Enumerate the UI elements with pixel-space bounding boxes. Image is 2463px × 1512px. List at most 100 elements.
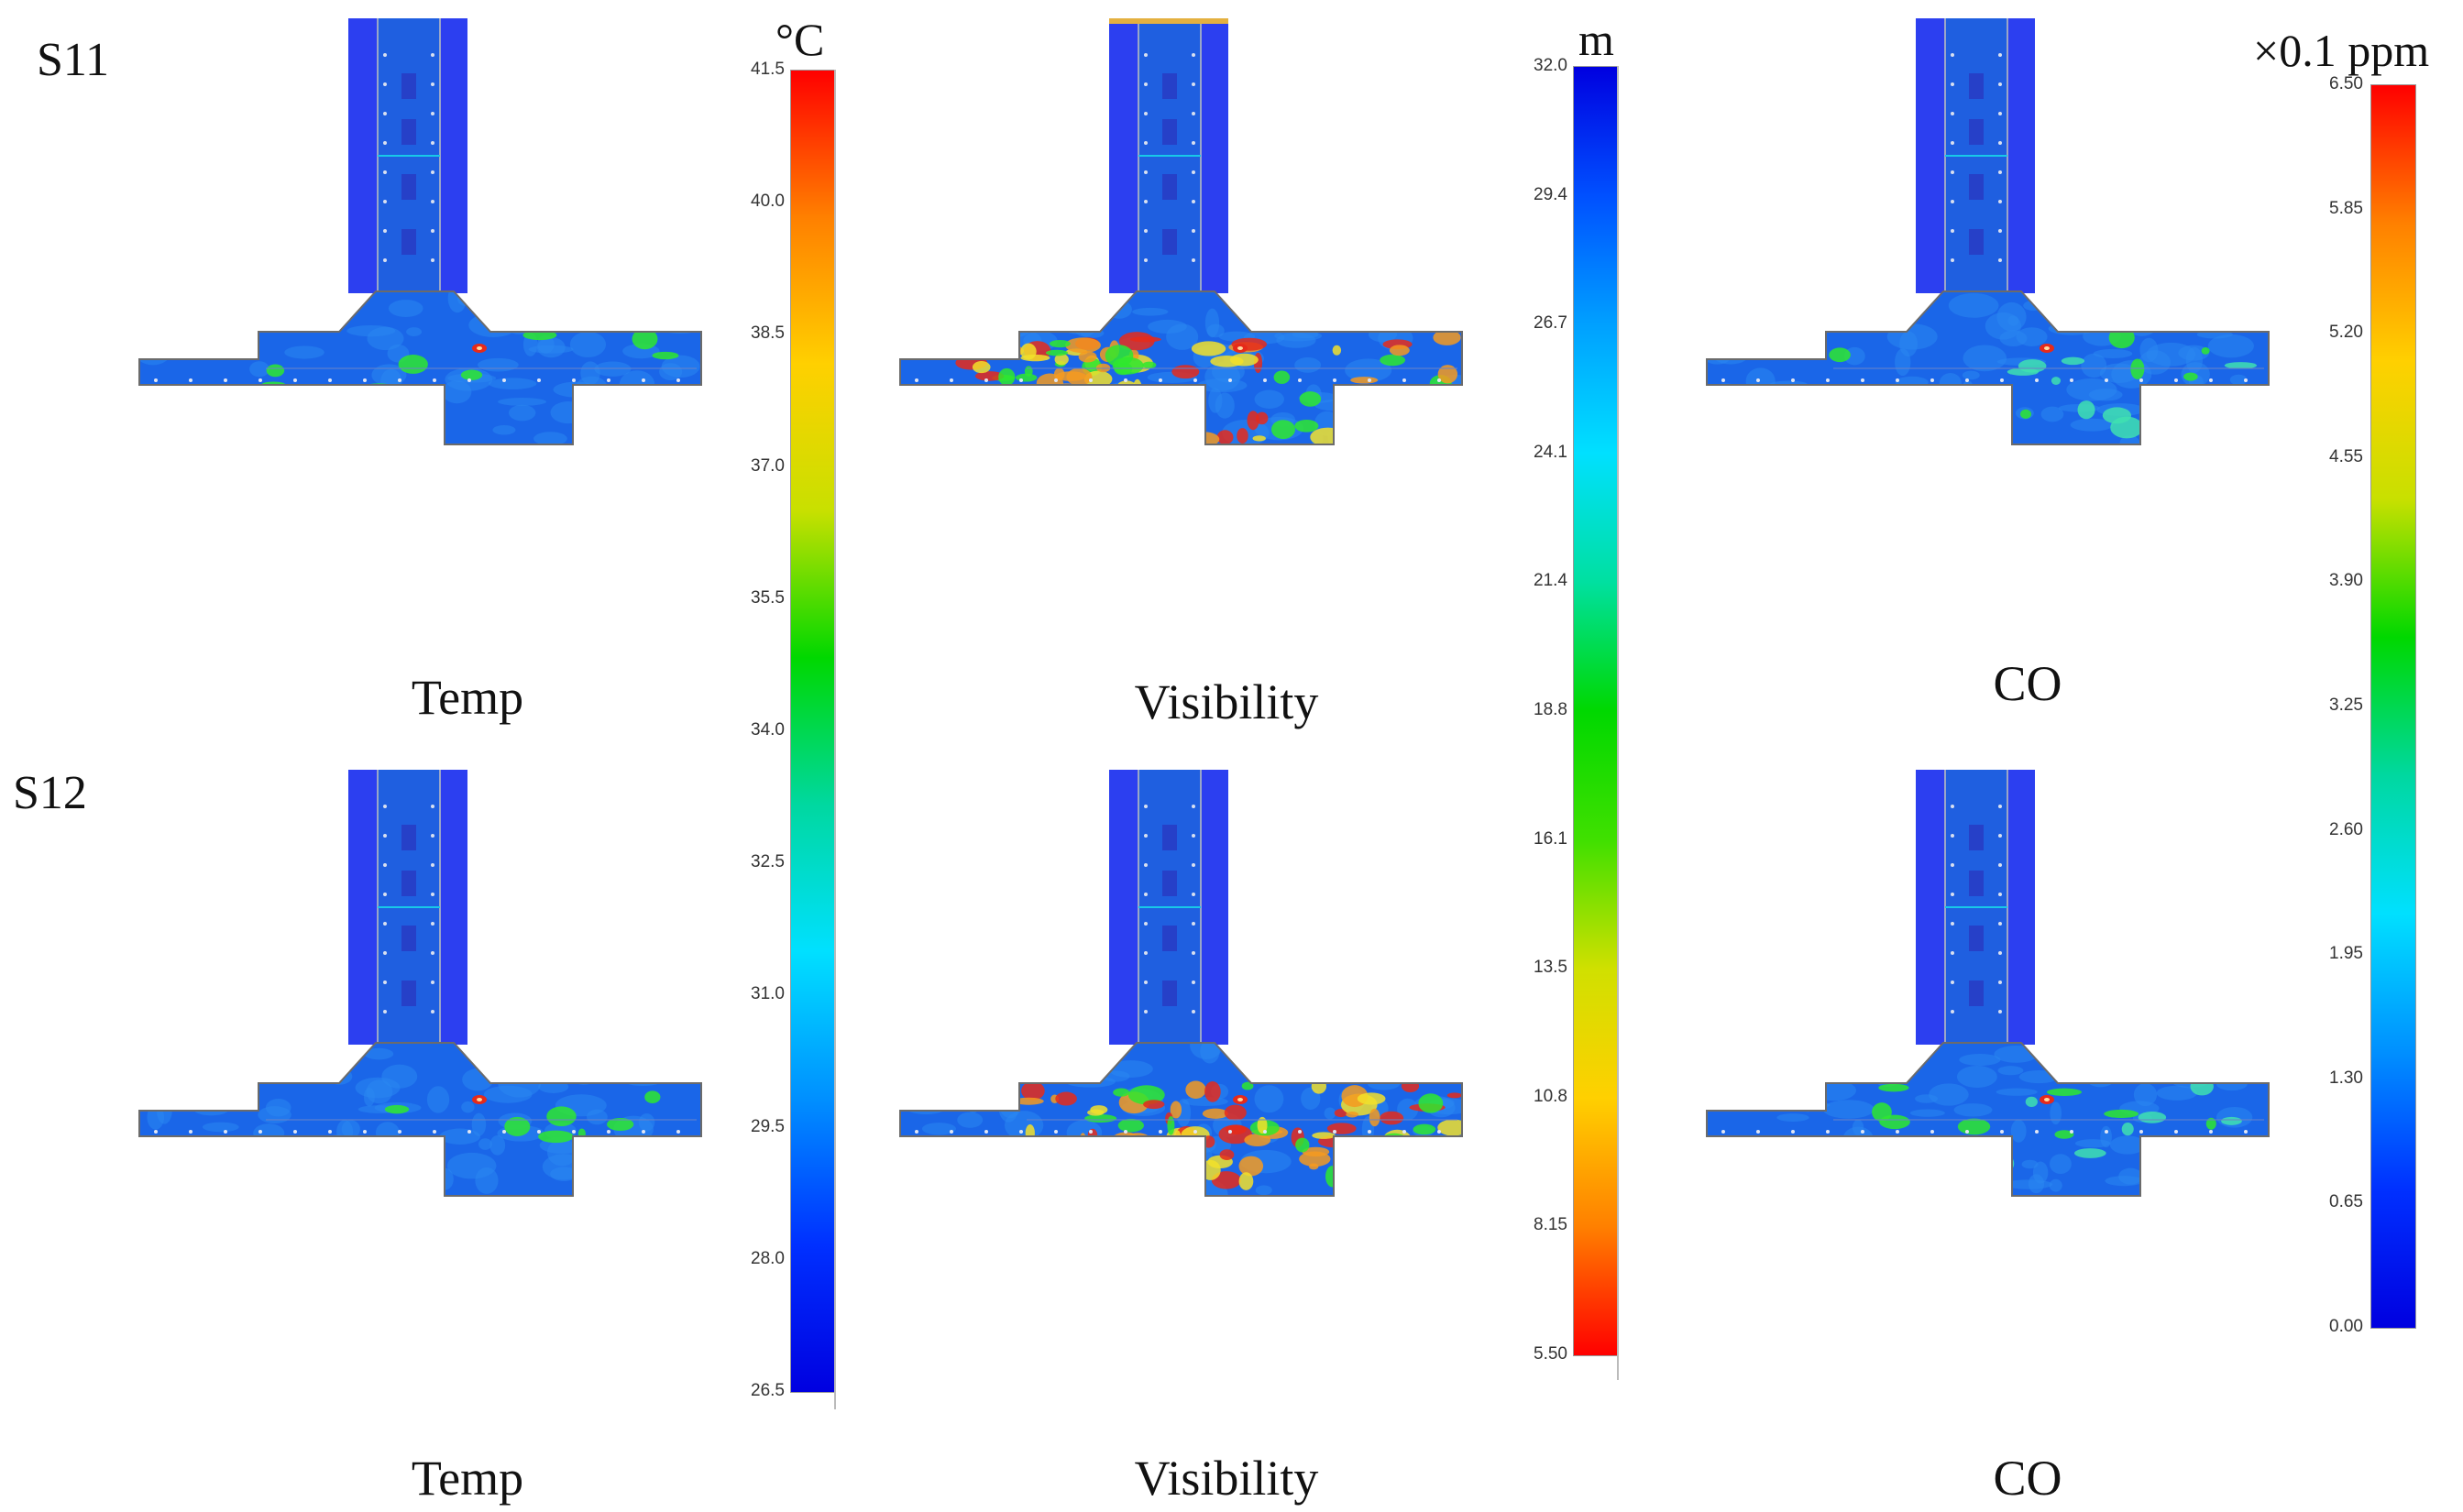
concentration-blotch	[1045, 349, 1069, 356]
sensor-dot	[642, 1130, 645, 1134]
flow-blotch	[1909, 1109, 1945, 1117]
flow-blotch	[533, 432, 567, 444]
sensor-dot	[1192, 112, 1195, 115]
temperature-tick-label: 28.0	[751, 1248, 785, 1268]
sensor-dot	[1192, 834, 1195, 838]
tower-opening	[1162, 825, 1177, 850]
flow-blotch	[1347, 1171, 1389, 1184]
tower-opening	[1162, 229, 1177, 255]
concentration-blotch	[1401, 1079, 1420, 1093]
flow-blotch	[1863, 291, 1894, 313]
flow-blotch	[574, 1166, 592, 1194]
concentration-blotch	[1202, 1108, 1228, 1119]
concentration-blotch	[2152, 413, 2166, 426]
flow-blotch	[1848, 386, 1897, 415]
tower-opening	[1969, 825, 1984, 850]
floor-outline	[1706, 1042, 2270, 1197]
tower-opening	[1162, 174, 1177, 200]
concentration-blotch	[1829, 347, 1851, 363]
sensor-dot	[1951, 834, 1954, 838]
flow-blotch	[2229, 374, 2248, 386]
flow-blotch	[2032, 1161, 2049, 1184]
concentration-blotch	[2130, 358, 2145, 380]
flow-blotch	[2183, 389, 2211, 402]
flow-blotch	[489, 1134, 506, 1156]
flow-blotch	[1956, 1065, 1997, 1088]
sensor-dot	[1144, 805, 1148, 808]
concentration-blotch	[1257, 1116, 1268, 1134]
concentration-blotch	[1020, 343, 1037, 360]
sensor-dot	[950, 378, 953, 382]
sensor-dot	[1192, 805, 1195, 808]
sensor-dot	[293, 378, 297, 382]
flow-blotch	[520, 1056, 564, 1069]
visibility-colorbar-frame	[1617, 66, 1619, 1380]
sensor-dot	[1998, 951, 2002, 955]
concentration-blotch	[2216, 1154, 2253, 1167]
tower-shaft	[1109, 18, 1228, 293]
concentration-blotch	[1055, 423, 1084, 430]
sensor-dot	[1144, 112, 1148, 115]
concentration-blotch	[546, 1106, 577, 1127]
sensor-dot	[1228, 378, 1232, 382]
flow-blotch	[1728, 1066, 1763, 1088]
sensor-dot	[1144, 141, 1148, 145]
concentration-blotch	[1355, 414, 1386, 423]
flow-blotch	[1886, 323, 1938, 350]
tower-opening	[1162, 981, 1177, 1006]
temperature-colorbar	[790, 70, 836, 1393]
co-tick-label: 6.50	[2329, 74, 2363, 93]
flow-blotch	[1144, 1181, 1185, 1195]
concentration-blotch	[1025, 1124, 1035, 1142]
concentration-blotch	[1180, 388, 1202, 403]
concentration-blotch	[1226, 1124, 1247, 1134]
co-plan-s11	[1706, 18, 2270, 445]
flow-blotch	[948, 1137, 975, 1147]
tower-opening	[401, 926, 416, 951]
flow-blotch	[2021, 1159, 2039, 1169]
concentration-blotch	[974, 371, 1005, 381]
sensor-dot	[431, 834, 434, 838]
sensor-dot	[537, 1130, 541, 1134]
flow-blotch	[1707, 383, 1746, 406]
sensor-dot	[433, 1130, 436, 1134]
sensor-dot	[1192, 53, 1195, 57]
flow-blotch	[321, 1134, 354, 1158]
tower-opening	[1969, 229, 1984, 255]
concentration-blotch	[1412, 386, 1428, 395]
flow-blotch	[1057, 305, 1095, 334]
sensor-dot	[1144, 229, 1148, 233]
concentration-blotch	[1051, 397, 1076, 413]
flow-blotch	[1162, 413, 1204, 429]
concentration-blotch	[1065, 337, 1101, 354]
concentration-blotch	[1389, 345, 1410, 356]
sensor-dot	[383, 170, 387, 174]
flow-blotch	[462, 1068, 494, 1091]
concentration-blotch	[1181, 1178, 1192, 1188]
sensor-dot	[383, 951, 387, 955]
sensor-dot	[467, 378, 471, 382]
flow-blotch	[159, 323, 211, 339]
tower-opening	[401, 981, 416, 1006]
concentration-blotch	[1113, 1144, 1131, 1157]
sensor-dot	[383, 53, 387, 57]
concentration-blotch	[1992, 1142, 2013, 1150]
sensor-dot	[1951, 951, 1954, 955]
flow-blotch	[1047, 422, 1087, 439]
sensor-dot	[1054, 378, 1058, 382]
tower-roof	[1109, 18, 1228, 24]
concentration-blotch	[1299, 391, 1322, 407]
flow-blotch	[1930, 1135, 1963, 1158]
sensor-dot	[2070, 1130, 2073, 1134]
floor-outline	[138, 290, 702, 445]
concentration-blotch	[1090, 1105, 1108, 1114]
scenario-label-s11: S11	[37, 34, 109, 86]
flow-blotch	[528, 307, 555, 334]
flow-blotch	[1102, 406, 1139, 431]
flow-blotch	[374, 1171, 408, 1196]
tower-opening	[401, 871, 416, 896]
sensor-dot	[2244, 1130, 2248, 1134]
tower-opening	[1969, 871, 1984, 896]
concentration-blotch	[1446, 385, 1462, 393]
flow-blotch	[1875, 294, 1893, 313]
